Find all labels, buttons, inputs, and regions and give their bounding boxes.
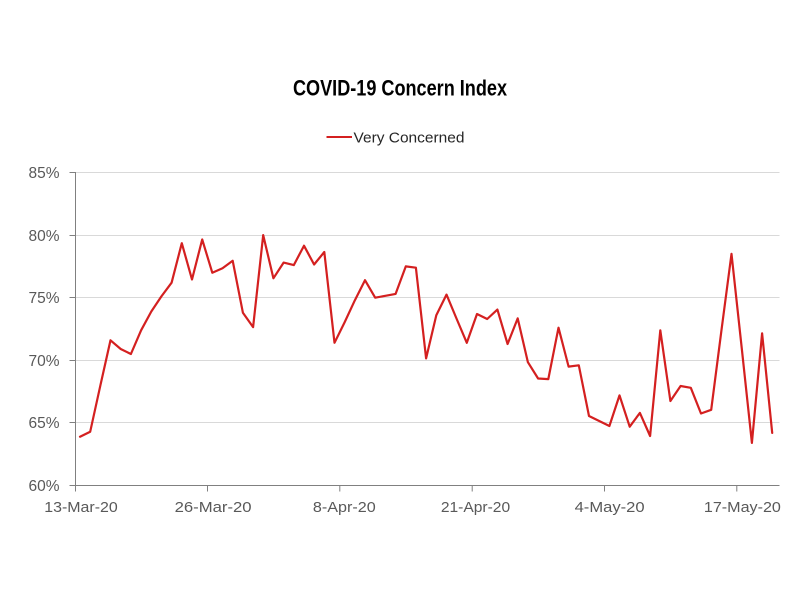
svg-text:60%: 60% — [28, 478, 59, 495]
svg-text:75%: 75% — [28, 290, 59, 307]
svg-text:4-May-20: 4-May-20 — [575, 499, 645, 516]
svg-text:80%: 80% — [28, 228, 59, 245]
svg-text:70%: 70% — [28, 353, 59, 370]
svg-text:85%: 85% — [28, 165, 59, 182]
svg-text:17-May-20: 17-May-20 — [704, 499, 781, 516]
svg-text:65%: 65% — [28, 415, 59, 432]
svg-text:Very Concerned: Very Concerned — [354, 130, 465, 147]
svg-text:21-Apr-20: 21-Apr-20 — [441, 499, 510, 516]
svg-text:COVID-19 Concern Index: COVID-19 Concern Index — [293, 76, 508, 101]
svg-text:8-Apr-20: 8-Apr-20 — [313, 499, 376, 516]
svg-text:13-Mar-20: 13-Mar-20 — [44, 499, 118, 516]
svg-text:26-Mar-20: 26-Mar-20 — [175, 499, 252, 516]
